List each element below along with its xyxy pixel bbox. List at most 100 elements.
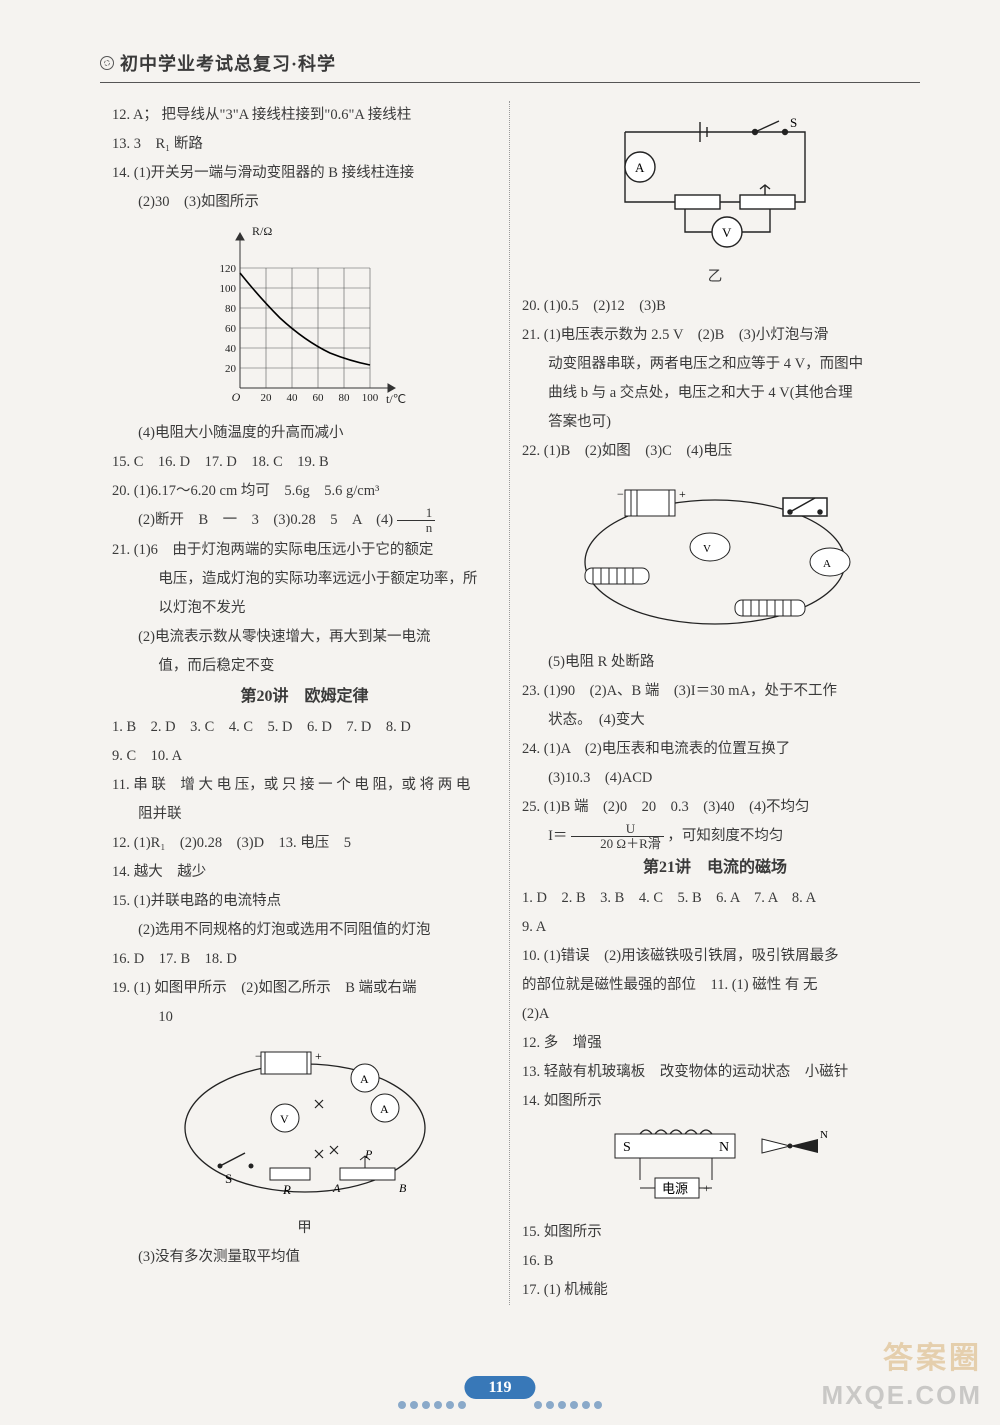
svg-text:+: +	[315, 1049, 322, 1063]
svg-text:+: +	[679, 487, 686, 501]
watermark-cn: 答案圈	[883, 1333, 982, 1377]
ans-14b: (2)30 (3)如图所示	[112, 188, 497, 217]
s21-16: 16. B	[522, 1247, 908, 1276]
svg-text:60: 60	[312, 392, 324, 404]
r-25a: 25. (1)B 端 (2)0 20 0.3 (3)40 (4)不均匀	[522, 793, 908, 822]
svg-text:电源: 电源	[662, 1181, 688, 1196]
r-23b: 状态。 (4)变大	[522, 706, 908, 735]
ans-14c: (4)电阻大小随温度的升高而减小	[112, 419, 497, 448]
page-title: 初中学业考试总复习·科学	[120, 50, 336, 76]
ans-21e: 值，而后稳定不变	[112, 652, 497, 681]
circuit-jia-figure: −+ A A V S R A P B	[112, 1038, 497, 1208]
caption-jia: 甲	[112, 1214, 497, 1243]
resistance-temp-graph: 20 40 60 80 100 120 20 40 60 80 100 O R/…	[112, 223, 497, 413]
s20-11a: 11. 串 联 增 大 电 压，或 只 接 一 个 电 阻，或 将 两 电	[112, 771, 497, 800]
svg-text:80: 80	[338, 392, 350, 404]
section-21-title: 第21讲 电流的磁场	[522, 852, 908, 884]
svg-text:O: O	[231, 390, 240, 404]
svg-text:P: P	[364, 1147, 373, 1161]
page-decoration	[280, 1401, 720, 1407]
s21-10a: 10. (1)错误 (2)用该磁铁吸引铁屑，吸引铁屑最多	[522, 942, 908, 971]
watermark-en: MXQE.COM	[822, 1380, 982, 1411]
svg-text:20: 20	[260, 392, 272, 404]
svg-text:A: A	[380, 1102, 389, 1116]
ans-12: 12. A； 把导线从"3"A 接线柱接到"0.6"A 接线柱	[112, 101, 497, 130]
r-21d: 答案也可)	[522, 408, 908, 437]
s20-11b: 阻并联	[112, 800, 497, 829]
svg-text:V: V	[703, 543, 711, 555]
s20-15a: 15. (1)并联电路的电流特点	[112, 887, 497, 916]
ans-21a: 21. (1)6 由于灯泡两端的实际电压远小于它的额定	[112, 536, 497, 565]
r-25b: I＝ U20 Ω＋R滑 ，可知刻度不均匀	[522, 822, 908, 852]
svg-text:−: −	[255, 1049, 262, 1063]
r-24b: (3)10.3 (4)ACD	[522, 764, 908, 793]
s20-15b: (2)选用不同规格的灯泡或选用不同阻值的灯泡	[112, 916, 497, 945]
ans-20b: (2)断开 B 一 3 (3)0.28 5 A (4) 1n	[112, 506, 497, 536]
s21-15: 15. 如图所示	[522, 1218, 908, 1247]
r-24a: 24. (1)A (2)电压表和电流表的位置互换了	[522, 735, 908, 764]
svg-text:20: 20	[225, 363, 237, 375]
s20-row2: 9. C 10. A	[112, 742, 497, 771]
svg-text:80: 80	[225, 303, 237, 315]
s20-row1: 1. B 2. D 3. C 4. C 5. D 6. D 7. D 8. D	[112, 713, 497, 742]
svg-text:B: B	[399, 1181, 407, 1195]
svg-text:N: N	[719, 1140, 729, 1155]
s20-19b: 10	[112, 1003, 497, 1032]
section-20-title: 第20讲 欧姆定律	[112, 681, 497, 713]
page-number-badge: 119	[464, 1379, 535, 1397]
ans-15-19: 15. C 16. D 17. D 18. C 19. B	[112, 448, 497, 477]
svg-text:40: 40	[225, 343, 237, 355]
ans-21b: 电压，造成灯泡的实际功率远远小于额定功率，所	[112, 565, 497, 594]
s21-row2: 9. A	[522, 913, 908, 942]
s21-17: 17. (1) 机械能	[522, 1276, 908, 1305]
s21-12: 12. 多 增强	[522, 1029, 908, 1058]
s21-row1: 1. D 2. B 3. B 4. C 5. B 6. A 7. A 8. A	[522, 884, 908, 913]
s21-14: 14. 如图所示	[522, 1087, 908, 1116]
s21-10c: (2)A	[522, 1000, 908, 1029]
right-column: A V S 乙 20. (1)0.5 (2)12 (3)B 21. (1)电压表…	[510, 101, 920, 1305]
svg-text:S: S	[623, 1140, 631, 1155]
circuit-22-figure: − + A V	[522, 472, 908, 642]
svg-text:A: A	[823, 558, 831, 570]
ans-13: 13. 3 R₁ 断路	[112, 130, 497, 159]
svg-text:A: A	[360, 1072, 369, 1086]
r-22b: (5)电阻 R 处断路	[522, 648, 908, 677]
solenoid-figure: S N 电源 −+ N	[522, 1122, 908, 1212]
svg-text:60: 60	[225, 323, 237, 335]
s21-10b: 的部位就是磁性最强的部位 11. (1) 磁性 有 无	[522, 971, 908, 1000]
left-column: 12. A； 把导线从"3"A 接线柱接到"0.6"A 接线柱 13. 3 R₁…	[100, 101, 510, 1305]
r-22: 22. (1)B (2)如图 (3)C (4)电压	[522, 437, 908, 466]
s20-14: 14. 越大 越少	[112, 858, 497, 887]
s20-16: 16. D 17. B 18. D	[112, 945, 497, 974]
r-21c: 曲线 b 与 a 交点处，电压之和大于 4 V(其他合理	[522, 379, 908, 408]
svg-text:100: 100	[361, 392, 378, 404]
svg-text:A: A	[332, 1181, 341, 1195]
header-ornament-icon	[100, 56, 114, 70]
svg-text:S: S	[790, 115, 797, 130]
s21-13: 13. 轻敲有机玻璃板 改变物体的运动状态 小磁针	[522, 1058, 908, 1087]
svg-text:t/℃: t/℃	[386, 392, 406, 406]
s20-19c: (3)没有多次测量取平均值	[112, 1243, 497, 1272]
ans-14a: 14. (1)开关另一端与滑动变阻器的 B 接线柱连接	[112, 159, 497, 188]
ans-20a: 20. (1)6.17～6.20 cm 均可 5.6g 5.6 g/cm³	[112, 477, 497, 506]
svg-text:R/Ω: R/Ω	[252, 224, 272, 238]
svg-text:N: N	[820, 1129, 828, 1141]
ans-21d: (2)电流表示数从零快速增大，再大到某一电流	[112, 623, 497, 652]
s20-12: 12. (1)R₁ (2)0.28 (3)D 13. 电压 5	[112, 829, 497, 858]
r-21a: 21. (1)电压表示数为 2.5 V (2)B (3)小灯泡与滑	[522, 321, 908, 350]
svg-text:V: V	[722, 225, 732, 240]
r-20: 20. (1)0.5 (2)12 (3)B	[522, 292, 908, 321]
circuit-yi-figure: A V S	[522, 107, 908, 257]
svg-text:40: 40	[286, 392, 298, 404]
ans-21c: 以灯泡不发光	[112, 594, 497, 623]
caption-yi: 乙	[522, 263, 908, 292]
svg-text:S: S	[225, 1171, 232, 1186]
svg-text:R: R	[282, 1182, 291, 1197]
svg-text:100: 100	[219, 283, 236, 295]
svg-text:120: 120	[219, 263, 236, 275]
r-23a: 23. (1)90 (2)A、B 端 (3)I＝30 mA，处于不工作	[522, 677, 908, 706]
svg-text:A: A	[635, 160, 645, 175]
s20-19a: 19. (1) 如图甲所示 (2)如图乙所示 B 端或右端	[112, 974, 497, 1003]
svg-text:−: −	[617, 487, 624, 501]
r-21b: 动变阻器串联，两者电压之和应等于 4 V，而图中	[522, 350, 908, 379]
